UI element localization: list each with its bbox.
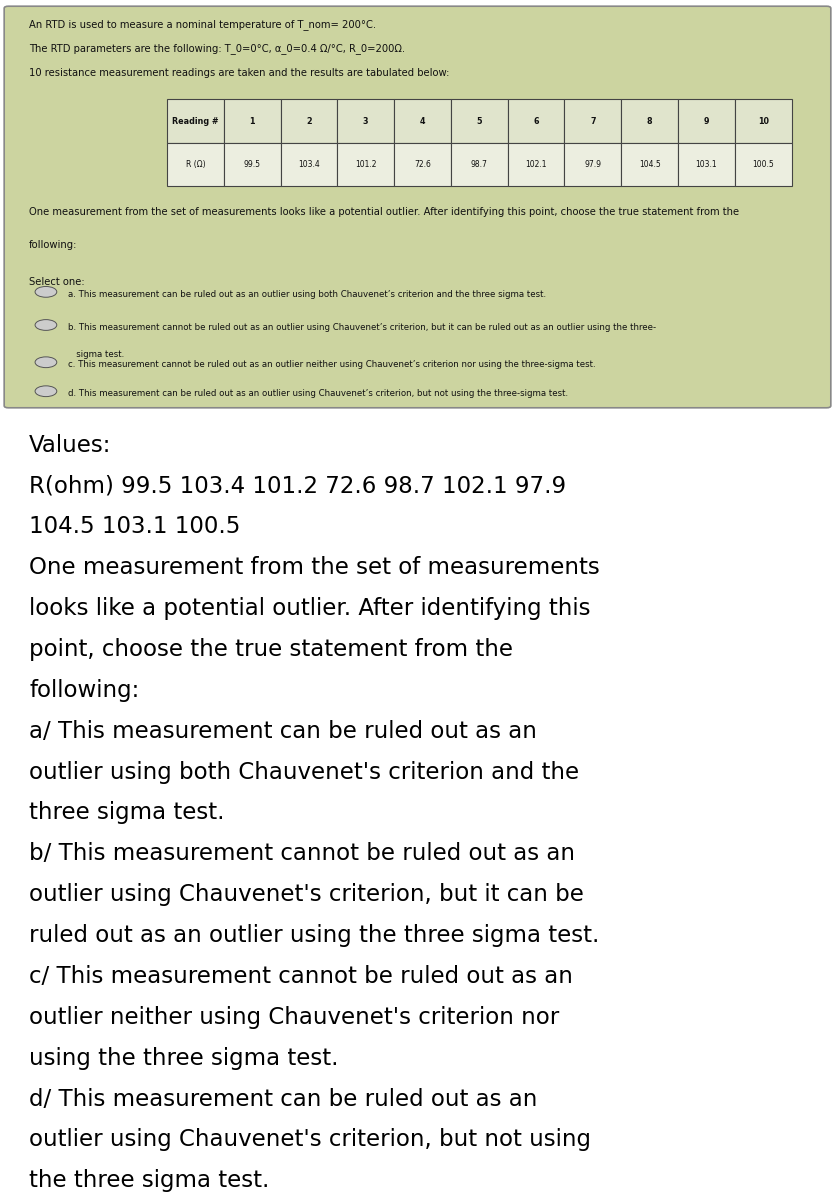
Text: sigma test.: sigma test. bbox=[68, 350, 124, 359]
Text: d. This measurement can be ruled out as an outlier using Chauvenet’s criterion, : d. This measurement can be ruled out as … bbox=[68, 389, 569, 398]
Text: 97.9: 97.9 bbox=[584, 160, 601, 169]
Bar bbox=[621, 100, 678, 143]
Text: 6: 6 bbox=[534, 116, 539, 126]
Text: Select one:: Select one: bbox=[29, 277, 85, 287]
Bar bbox=[337, 100, 394, 143]
Text: outlier using Chauvenet's criterion, but not using: outlier using Chauvenet's criterion, but… bbox=[29, 1128, 591, 1152]
Text: outlier neither using Chauvenet's criterion nor: outlier neither using Chauvenet's criter… bbox=[29, 1006, 559, 1028]
Text: An RTD is used to measure a nominal temperature of T_nom= 200°C.: An RTD is used to measure a nominal temp… bbox=[29, 19, 377, 30]
Text: 10: 10 bbox=[757, 116, 769, 126]
Bar bbox=[337, 143, 394, 186]
Bar bbox=[451, 143, 508, 186]
Text: outlier using Chauvenet's criterion, but it can be: outlier using Chauvenet's criterion, but… bbox=[29, 883, 584, 906]
Text: 7: 7 bbox=[590, 116, 595, 126]
Text: Values:: Values: bbox=[29, 433, 112, 457]
Text: Reading #: Reading # bbox=[172, 116, 219, 126]
Text: 10 resistance measurement readings are taken and the results are tabulated below: 10 resistance measurement readings are t… bbox=[29, 68, 449, 78]
Bar bbox=[224, 143, 281, 186]
Text: 72.6: 72.6 bbox=[414, 160, 431, 169]
Circle shape bbox=[35, 287, 57, 298]
Text: 102.1: 102.1 bbox=[525, 160, 547, 169]
Text: 104.5 103.1 100.5: 104.5 103.1 100.5 bbox=[29, 515, 240, 539]
Text: the three sigma test.: the three sigma test. bbox=[29, 1169, 270, 1193]
Text: 9: 9 bbox=[704, 116, 709, 126]
Text: c/ This measurement cannot be ruled out as an: c/ This measurement cannot be ruled out … bbox=[29, 965, 573, 988]
Text: 3: 3 bbox=[363, 116, 368, 126]
Bar bbox=[394, 143, 451, 186]
Bar bbox=[167, 100, 224, 143]
Text: ruled out as an outlier using the three sigma test.: ruled out as an outlier using the three … bbox=[29, 924, 600, 947]
Bar bbox=[281, 100, 337, 143]
Text: d/ This measurement can be ruled out as an: d/ This measurement can be ruled out as … bbox=[29, 1087, 538, 1111]
Bar bbox=[735, 100, 792, 143]
Text: 8: 8 bbox=[647, 116, 652, 126]
Text: 103.4: 103.4 bbox=[298, 160, 320, 169]
Bar bbox=[564, 100, 621, 143]
Text: 98.7: 98.7 bbox=[471, 160, 488, 169]
Bar bbox=[281, 143, 337, 186]
Bar bbox=[451, 100, 508, 143]
Text: following:: following: bbox=[29, 240, 78, 250]
Text: R(ohm) 99.5 103.4 101.2 72.6 98.7 102.1 97.9: R(ohm) 99.5 103.4 101.2 72.6 98.7 102.1 … bbox=[29, 474, 566, 498]
Bar bbox=[508, 143, 564, 186]
Text: a. This measurement can be ruled out as an outlier using both Chauvenet’s criter: a. This measurement can be ruled out as … bbox=[68, 289, 547, 299]
Text: point, choose the true statement from the: point, choose the true statement from th… bbox=[29, 638, 514, 661]
Bar bbox=[167, 143, 224, 186]
Text: 4: 4 bbox=[420, 116, 425, 126]
Text: b/ This measurement cannot be ruled out as an: b/ This measurement cannot be ruled out … bbox=[29, 842, 575, 865]
Text: a/ This measurement can be ruled out as an: a/ This measurement can be ruled out as … bbox=[29, 720, 537, 743]
Text: One measurement from the set of measurements: One measurement from the set of measurem… bbox=[29, 557, 600, 580]
Text: One measurement from the set of measurements looks like a potential outlier. Aft: One measurement from the set of measurem… bbox=[29, 206, 739, 217]
FancyBboxPatch shape bbox=[4, 6, 831, 408]
Bar bbox=[678, 143, 735, 186]
Text: 104.5: 104.5 bbox=[639, 160, 660, 169]
Circle shape bbox=[35, 386, 57, 397]
Text: The RTD parameters are the following: T_0=0°C, α_0=0.4 Ω/°C, R_0=200Ω.: The RTD parameters are the following: T_… bbox=[29, 43, 405, 54]
Bar bbox=[735, 143, 792, 186]
Bar bbox=[508, 100, 564, 143]
Text: following:: following: bbox=[29, 679, 139, 702]
Bar bbox=[621, 143, 678, 186]
Text: 1: 1 bbox=[250, 116, 255, 126]
Text: c. This measurement cannot be ruled out as an outlier neither using Chauvenet’s : c. This measurement cannot be ruled out … bbox=[68, 360, 596, 370]
Circle shape bbox=[35, 356, 57, 367]
Bar bbox=[224, 100, 281, 143]
Circle shape bbox=[35, 319, 57, 330]
Text: 99.5: 99.5 bbox=[244, 160, 261, 169]
Text: b. This measurement cannot be ruled out as an outlier using Chauvenet’s criterio: b. This measurement cannot be ruled out … bbox=[68, 323, 656, 332]
Text: using the three sigma test.: using the three sigma test. bbox=[29, 1046, 339, 1069]
Text: three sigma test.: three sigma test. bbox=[29, 802, 225, 824]
Text: 101.2: 101.2 bbox=[355, 160, 377, 169]
Text: outlier using both Chauvenet's criterion and the: outlier using both Chauvenet's criterion… bbox=[29, 761, 579, 784]
Bar bbox=[394, 100, 451, 143]
Text: 5: 5 bbox=[477, 116, 482, 126]
Text: 100.5: 100.5 bbox=[752, 160, 774, 169]
Text: R (Ω): R (Ω) bbox=[185, 160, 205, 169]
Text: 103.1: 103.1 bbox=[696, 160, 717, 169]
Bar bbox=[564, 143, 621, 186]
Text: 2: 2 bbox=[306, 116, 311, 126]
Text: looks like a potential outlier. After identifying this: looks like a potential outlier. After id… bbox=[29, 598, 590, 620]
Bar bbox=[678, 100, 735, 143]
